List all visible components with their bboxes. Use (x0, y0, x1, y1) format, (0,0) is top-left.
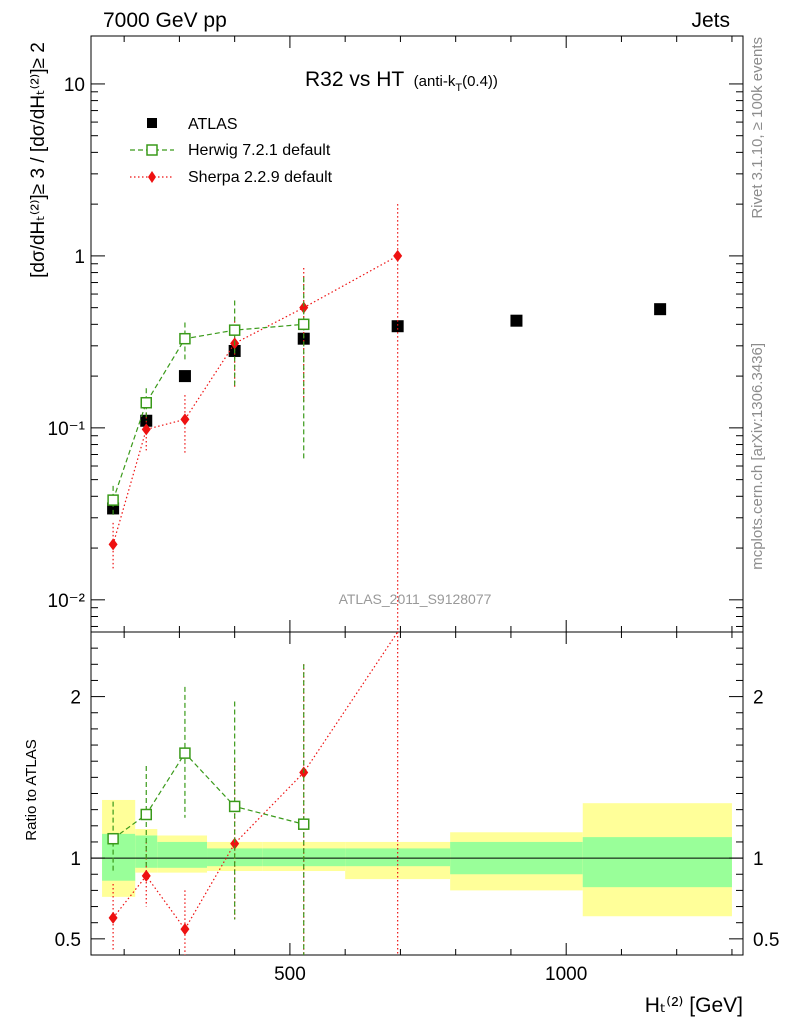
ratio-band-inner (157, 841, 208, 868)
y-tick-label: 10⁻² (48, 591, 86, 612)
legend-atlas-marker (147, 118, 157, 128)
main-plot-frame: 10⁻² 10⁻¹ 1 10 (48, 35, 744, 633)
sherpa-point (180, 413, 190, 426)
ratio-bands (102, 799, 732, 917)
sherpa-point (141, 423, 151, 436)
analysis-watermark: ATLAS_2011_S9128077 (339, 591, 492, 607)
y-axis-label-main: [dσ/dHₜ⁽²⁾]≥ 3 / [dσ/dHₜ⁽²⁾]≥ 2 (28, 42, 49, 278)
atlas-point (654, 303, 667, 316)
sherpa-ratio-point (108, 911, 118, 924)
ratio-y-tick-label-right: 0.5 (753, 930, 779, 951)
sherpa-line (112, 255, 398, 545)
herwig-ratio-line (112, 752, 304, 840)
plot-title: R32 vs HT (anti-kT(0.4)) (305, 68, 498, 94)
herwig-ratio-point (297, 818, 310, 830)
herwig-ratio-point (179, 747, 191, 759)
herwig-point (107, 494, 119, 506)
y-tick-label: 10⁻¹ (48, 419, 86, 440)
herwig-line (112, 323, 304, 501)
ratio-band-inner (582, 837, 732, 888)
x-axis-label: Hₜ⁽²⁾ [GeV] (645, 994, 743, 1017)
ratio-y-tick-label: 0.5 (55, 930, 81, 951)
atlas-point (178, 370, 191, 383)
herwig-point (228, 324, 241, 336)
header-right: Jets (691, 9, 730, 32)
ratio-band-inner (135, 835, 158, 868)
header-left: 7000 GeV pp (103, 9, 227, 32)
herwig-ratio-point (107, 832, 119, 845)
legend: ATLAS Herwig 7.2.1 default Sherpa 2.2.9 … (130, 116, 333, 186)
sherpa-point (393, 249, 403, 262)
legend-sherpa-marker (148, 171, 156, 183)
x-tick-label: 500 (274, 964, 306, 985)
ratio-plot-frame: 500 1000 0.5 0.5 1 1 2 2 (55, 631, 779, 985)
legend-sherpa-label: Sherpa 2.2.9 default (188, 169, 333, 186)
ratio-y-tick-label: 1 (70, 849, 81, 870)
herwig-point (297, 318, 310, 331)
herwig-ratio-point (140, 808, 153, 821)
legend-herwig-label: Herwig 7.2.1 default (188, 142, 331, 159)
atlas-point (107, 502, 120, 515)
sherpa-ratio-line (112, 631, 399, 931)
herwig-point (179, 332, 191, 345)
y-tick-label: 10 (64, 75, 85, 96)
y-axis-label-ratio: Ratio to ATLAS (23, 739, 40, 840)
ratio-y-tick-label-right: 1 (753, 849, 764, 870)
herwig-ratio-point (228, 800, 241, 813)
sherpa-ratio-point (141, 869, 151, 882)
sherpa-point (299, 301, 309, 314)
sherpa-point (108, 538, 118, 551)
legend-atlas-label: ATLAS (188, 116, 238, 133)
y-tick-label: 1 (74, 247, 85, 268)
rivet-label: Rivet 3.1.10, ≥ 100k events (749, 37, 766, 219)
ratio-y-tick-label-right: 2 (753, 688, 764, 709)
atlas-point (510, 314, 523, 327)
x-tick-label: 1000 (545, 964, 587, 985)
sherpa-ratio-point (230, 837, 240, 850)
atlas-point (297, 332, 310, 345)
sherpa-ratio-point (180, 923, 190, 936)
herwig-point (140, 396, 153, 409)
data-layer (107, 204, 667, 955)
mcplots-label: mcplots.cern.ch [arXiv:1306.3436] (749, 343, 766, 570)
ratio-y-tick-label: 2 (70, 688, 81, 709)
legend-herwig-marker (146, 144, 158, 156)
atlas-point (391, 320, 404, 333)
